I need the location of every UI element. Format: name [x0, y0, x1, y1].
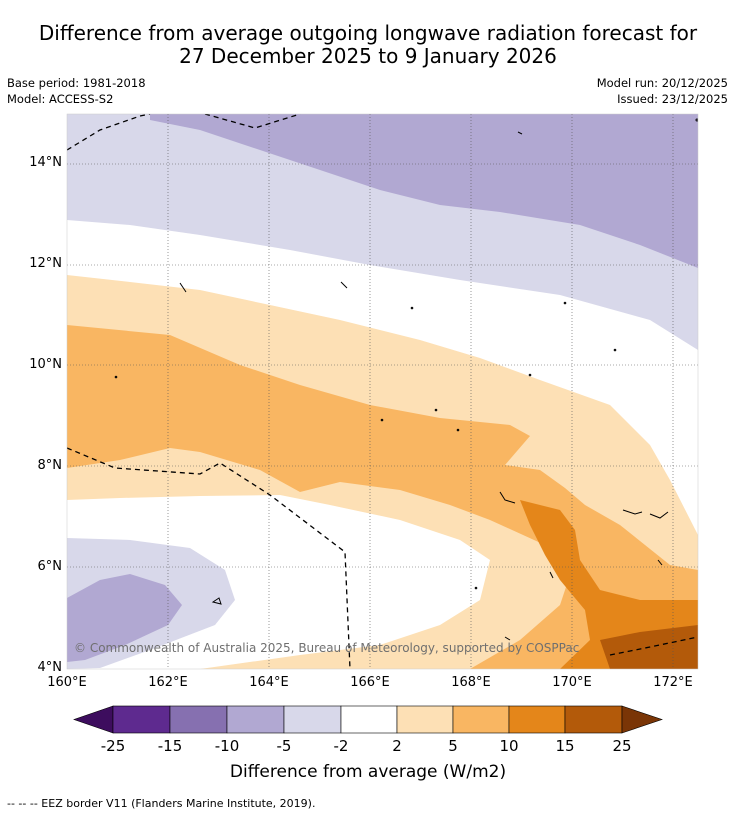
colorbar-bin	[112, 705, 171, 734]
colorbar-title: Difference from average (W/m2)	[229, 762, 507, 782]
title-line-1: Difference from average outgoing longwav…	[38, 21, 698, 45]
negative-anomaly-medium-south	[67, 574, 182, 662]
model-run: Model run: 20/12/2025	[596, 76, 728, 90]
base-period: Base period: 1981-2018	[7, 76, 146, 90]
eez-border	[67, 114, 698, 669]
model-name: Model: ACCESS-S2	[7, 92, 114, 106]
colorbar-tick: -2	[333, 737, 349, 755]
eez-footnote: -- -- -- EEZ border V11 (Flanders Marine…	[7, 797, 316, 810]
lat-label: 14°N	[29, 155, 62, 170]
colorbar-tick: -10	[214, 737, 240, 755]
forecast-field	[67, 114, 698, 669]
meta-right: Model run: 20/12/2025 Issued: 23/12/2025	[597, 75, 728, 107]
colorbar-bin	[226, 705, 285, 734]
map-frame	[66, 113, 699, 670]
colorbar-bin	[340, 705, 398, 734]
lat-label: 6°N	[37, 559, 63, 574]
colorbar-bin	[169, 705, 228, 734]
lon-label: 172°E	[653, 675, 693, 690]
colorbar-bin	[396, 705, 454, 734]
colorbar-bin	[508, 705, 566, 734]
lon-label: 162°E	[148, 675, 188, 690]
meta-left: Base period: 1981-2018 Model: ACCESS-S2	[7, 75, 146, 107]
positive-anomaly-strong	[520, 500, 698, 669]
colorbar-bin	[283, 705, 342, 734]
lat-label: 12°N	[29, 256, 62, 271]
coastlines	[114, 118, 698, 641]
graticule	[67, 114, 698, 669]
copyright-notice: © Commonwealth of Australia 2025, Bureau…	[74, 641, 580, 655]
lon-label: 166°E	[350, 675, 390, 690]
lat-label: 8°N	[37, 458, 63, 473]
colorbar-extend-high	[621, 705, 663, 734]
title-line-2: 27 December 2025 to 9 January 2026	[179, 44, 557, 68]
colorbar-tick: 25	[612, 737, 632, 755]
negative-anomaly-medium-north	[150, 114, 698, 268]
positive-anomaly-medium	[67, 325, 698, 669]
lon-label: 170°E	[552, 675, 592, 690]
lat-label: 4°N	[37, 660, 63, 675]
colorbar-tick: 2	[392, 737, 402, 755]
lon-label: 164°E	[249, 675, 289, 690]
colorbar-tick: -25	[100, 737, 126, 755]
colorbar-extend-low	[73, 705, 114, 734]
colorbar-bin	[564, 705, 623, 734]
colorbar-tick: -15	[157, 737, 183, 755]
lon-label: 160°E	[47, 675, 87, 690]
lat-label: 10°N	[29, 357, 62, 372]
colorbar-tick: 10	[499, 737, 519, 755]
issued-date: Issued: 23/12/2025	[617, 92, 728, 106]
page-title: Difference from average outgoing longwav…	[0, 22, 736, 68]
colorbar-bin	[452, 705, 510, 734]
colorbar	[73, 705, 663, 734]
lon-label: 168°E	[451, 675, 491, 690]
colorbar-tick: -5	[276, 737, 292, 755]
colorbar-tick: 15	[555, 737, 575, 755]
colorbar-tick: 5	[448, 737, 458, 755]
